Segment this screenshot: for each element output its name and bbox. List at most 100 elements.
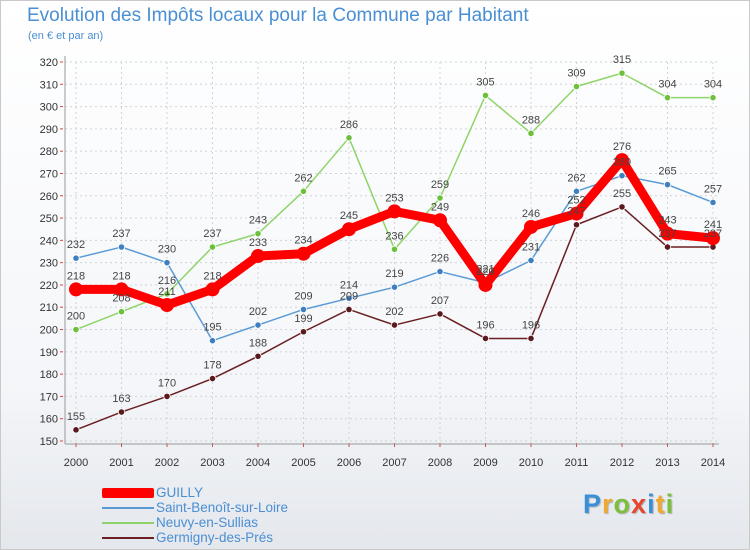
data-point-saint-benoit-sur-loire — [163, 259, 171, 267]
data-point-neuvy-en-sullias — [436, 194, 444, 202]
y-tick-label: 290 — [40, 124, 58, 136]
data-label-neuvy-en-sullias: 315 — [613, 54, 631, 66]
data-label-germigny-des-pres: 196 — [522, 319, 540, 331]
data-label-neuvy-en-sullias: 237 — [203, 228, 221, 240]
data-point-neuvy-en-sullias — [254, 230, 262, 238]
y-tick-label: 220 — [40, 280, 58, 292]
y-tick-label: 240 — [40, 235, 58, 247]
y-tick-label: 160 — [40, 414, 58, 426]
data-point-neuvy-en-sullias — [163, 290, 171, 298]
x-tick-label: 2008 — [428, 457, 452, 469]
data-label-guilly: 211 — [158, 286, 176, 298]
legend-swatch-saint-benoit — [102, 507, 154, 509]
data-point-neuvy-en-sullias — [208, 243, 217, 251]
data-point-saint-benoit-sur-loire — [618, 172, 626, 180]
data-point-guilly — [296, 246, 311, 261]
chart-title: Evolution des Impôts locaux pour la Comm… — [27, 5, 529, 26]
data-label-guilly: 233 — [249, 237, 267, 249]
data-label-germigny-des-pres: 255 — [613, 188, 631, 200]
y-tick-label: 210 — [40, 302, 58, 314]
y-tick-label: 150 — [40, 436, 58, 448]
data-point-germigny-des-pres — [436, 310, 444, 318]
data-label-neuvy-en-sullias: 243 — [249, 215, 267, 227]
data-label-saint-benoit-sur-loire: 219 — [385, 268, 403, 280]
data-point-germigny-des-pres — [572, 221, 581, 229]
data-label-neuvy-en-sullias: 236 — [385, 230, 403, 242]
data-label-guilly: 253 — [385, 192, 403, 204]
data-label-germigny-des-pres: 209 — [340, 290, 358, 302]
data-label-neuvy-en-sullias: 262 — [294, 172, 312, 184]
data-label-guilly: 252 — [567, 195, 585, 207]
data-point-guilly — [160, 298, 174, 313]
x-tick-label: 2005 — [291, 457, 315, 469]
data-label-extra: 237 — [704, 228, 722, 240]
y-tick-label: 310 — [40, 79, 58, 91]
data-label-saint-benoit-sur-loire: 232 — [67, 239, 85, 251]
x-tick-label: 2006 — [337, 457, 361, 469]
data-label-germigny-des-pres: 155 — [67, 411, 85, 423]
data-label-guilly: 249 — [431, 201, 449, 213]
y-tick-label: 250 — [40, 213, 58, 225]
x-tick-label: 2000 — [64, 457, 88, 469]
data-label-guilly: 218 — [67, 270, 85, 282]
data-label-saint-benoit-sur-loire: 209 — [294, 290, 312, 302]
data-point-germigny-des-pres — [481, 334, 490, 343]
data-point-saint-benoit-sur-loire — [709, 198, 717, 207]
data-label-guilly: 218 — [112, 270, 130, 282]
x-tick-label: 2002 — [155, 457, 179, 469]
data-label-germigny-des-pres: 196 — [476, 319, 494, 331]
data-label-neuvy-en-sullias: 200 — [67, 311, 85, 323]
y-tick-label: 180 — [40, 369, 58, 381]
data-point-guilly — [660, 226, 675, 241]
data-point-germigny-des-pres — [618, 203, 626, 211]
data-label-saint-benoit-sur-loire: 269 — [613, 157, 631, 169]
y-tick-label: 320 — [40, 57, 58, 69]
data-label-neuvy-en-sullias: 288 — [522, 114, 540, 126]
data-label-neuvy-en-sullias: 259 — [431, 179, 449, 191]
data-point-guilly — [251, 248, 265, 263]
data-label-germigny-des-pres: 170 — [158, 377, 176, 389]
data-point-neuvy-en-sullias — [709, 94, 717, 102]
data-label-germigny-des-pres: 202 — [385, 306, 403, 318]
data-point-saint-benoit-sur-loire — [254, 321, 262, 329]
data-point-neuvy-en-sullias — [345, 134, 353, 142]
data-label-guilly: 276 — [613, 141, 631, 153]
y-tick-label: 300 — [40, 102, 58, 114]
logo-letter: t — [655, 489, 666, 519]
data-point-germigny-des-pres — [299, 328, 308, 336]
data-label-saint-benoit-sur-loire: 202 — [249, 306, 267, 318]
axes: 150 160 170 180 190 200 210 220 230 240 250 260 270 2… — [40, 56, 725, 469]
data-point-saint-benoit-sur-loire — [572, 187, 581, 195]
data-point-neuvy-en-sullias — [527, 129, 535, 137]
legend-label-saint-benoit: Saint-Benoît-sur-Loire — [156, 500, 289, 515]
data-point-germigny-des-pres — [163, 392, 171, 401]
logo-letter: i — [647, 489, 656, 519]
data-point-guilly — [114, 282, 129, 297]
data-label-saint-benoit-sur-loire: 257 — [704, 183, 722, 195]
data-point-saint-benoit-sur-loire — [436, 267, 444, 276]
y-tick-label: 270 — [40, 168, 58, 180]
data-label-guilly: 243 — [658, 215, 676, 227]
data-point-germigny-des-pres — [254, 352, 262, 360]
data-label-saint-benoit-sur-loire: 231 — [522, 241, 540, 253]
data-point-guilly — [387, 204, 402, 219]
data-label-guilly: 241 — [704, 219, 722, 231]
data-label-neuvy-en-sullias: 286 — [340, 119, 358, 131]
data-label-germigny-des-pres: 199 — [294, 313, 312, 325]
data-point-guilly — [706, 231, 720, 246]
data-point-guilly — [524, 219, 538, 234]
data-point-guilly — [478, 277, 493, 292]
data-point-neuvy-en-sullias — [299, 187, 308, 195]
y-tick-label: 200 — [40, 325, 58, 337]
data-point-neuvy-en-sullias — [618, 69, 626, 77]
data-point-neuvy-en-sullias — [481, 91, 490, 100]
data-point-germigny-des-pres — [390, 321, 399, 329]
data-point-guilly — [342, 222, 356, 237]
data-label-extra: 247 — [567, 206, 585, 218]
data-label-guilly: 234 — [294, 235, 312, 247]
logo-letter: P — [583, 489, 603, 519]
data-label-neuvy-en-sullias: 309 — [567, 68, 585, 80]
data-point-saint-benoit-sur-loire — [117, 243, 126, 251]
